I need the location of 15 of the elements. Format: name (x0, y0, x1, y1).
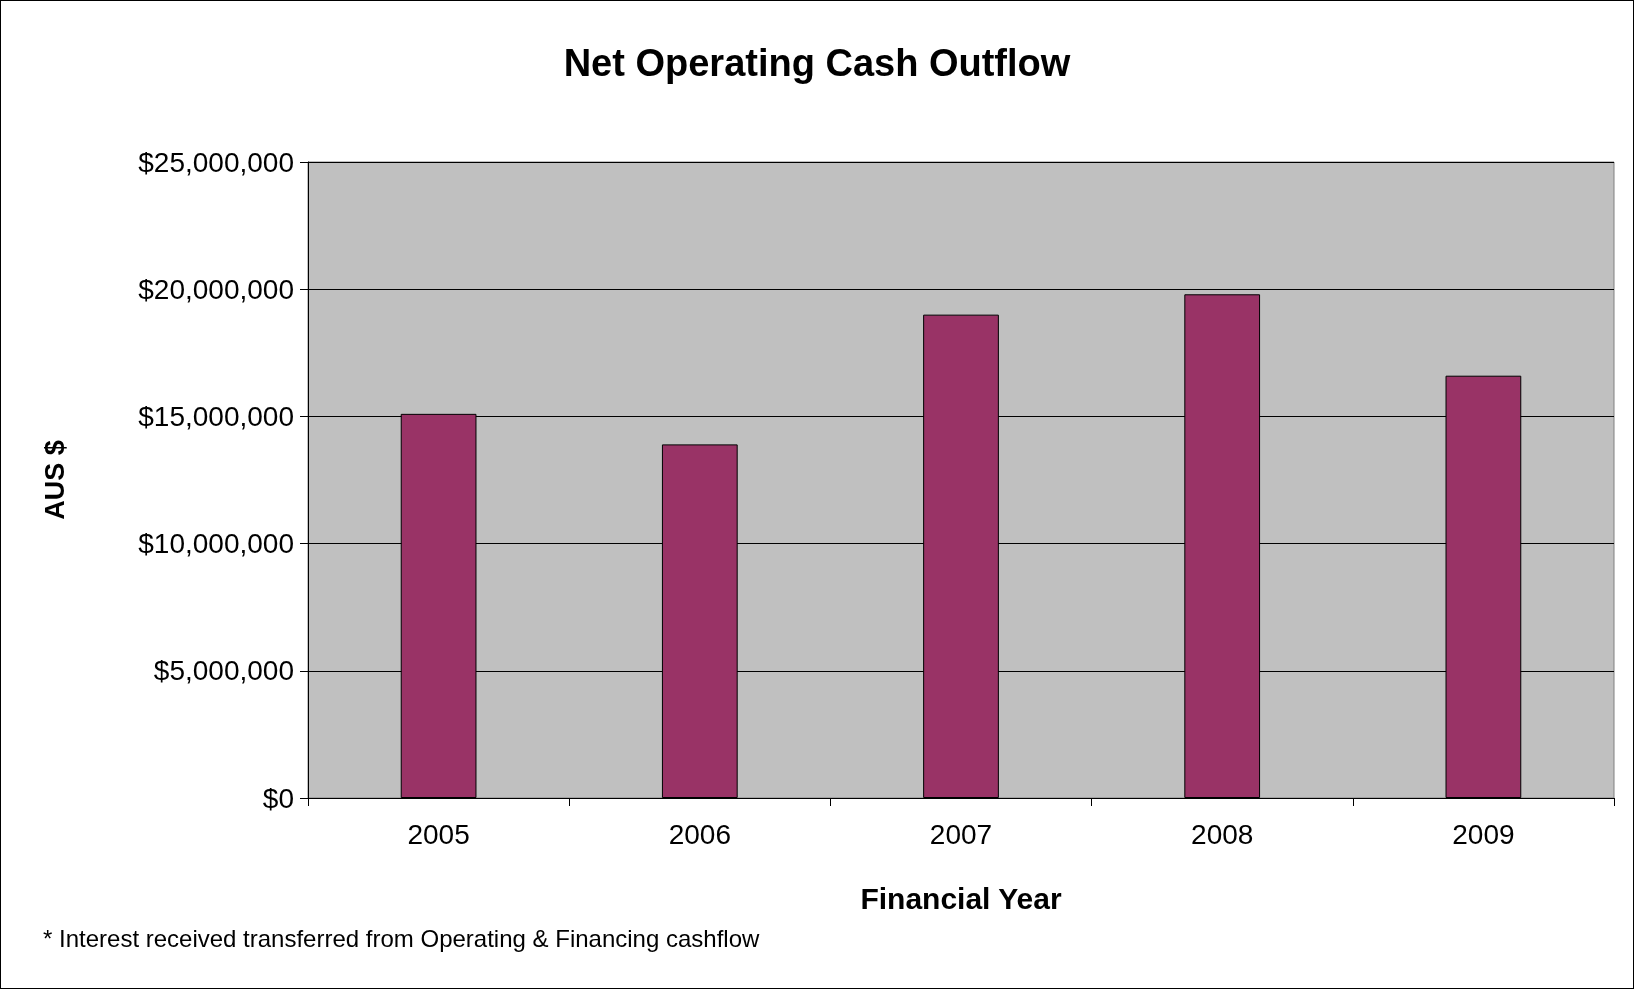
y-tick-label: $5,000,000 (153, 655, 294, 687)
chart-title: Net Operating Cash Outflow (563, 42, 1071, 84)
x-tick-label: 2005 (407, 818, 470, 850)
text: * Interest received transferred from Operating & Financing cashflow (43, 924, 760, 952)
x-tick-label: 2006 (668, 818, 731, 850)
x-tick-label: 2008 (1191, 818, 1254, 850)
y-tick-label: $25,000,000 (138, 146, 294, 178)
y-tick-label: $20,000,000 (138, 273, 294, 305)
y-axis-title: AUS $ (39, 440, 70, 520)
y-tick-label: $15,000,000 (138, 400, 294, 432)
x-tick-label: 2007 (929, 818, 993, 850)
x-tick-label: 2009 (1452, 818, 1515, 850)
y-tick-label: $0 (262, 782, 294, 814)
x-axis-title: Financial Year (860, 881, 1062, 915)
y-tick-label: $10,000,000 (138, 528, 294, 560)
